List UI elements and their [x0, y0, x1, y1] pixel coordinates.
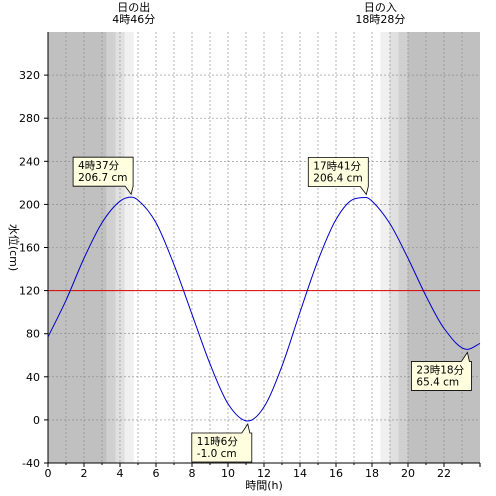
sunrise-title: 日の出 — [117, 0, 150, 14]
x-tick-label: 0 — [45, 467, 52, 480]
callout-time: 23時18分 — [416, 364, 464, 376]
y-tick-labels: -40 0 40 80 120 160 200 240 280 320 — [19, 69, 40, 470]
grid — [48, 32, 480, 463]
x-tick-label: 16 — [329, 467, 343, 480]
x-tick-labels: 0 2 4 6 8 10 12 14 16 18 20 22 — [45, 467, 452, 480]
y-tick-label: 320 — [19, 69, 40, 82]
y-tick-label: 80 — [26, 328, 40, 341]
tide-series-line — [47, 196, 481, 422]
axes — [44, 32, 481, 467]
callout-box — [72, 156, 134, 196]
x-tick-label: 22 — [437, 467, 451, 480]
y-tick-label: 200 — [19, 198, 40, 211]
y-tick-label: 40 — [26, 371, 40, 384]
callout-time: 17時41分 — [313, 161, 361, 173]
sunset-title: 日の入 — [364, 1, 397, 14]
sunset-time: 18時28分 — [355, 13, 405, 26]
callout-time: 4時37分 — [78, 160, 120, 172]
callout-box — [411, 351, 472, 391]
x-tick-label: 2 — [81, 467, 88, 480]
extremum-callout: 11時6分-1.0 cm — [191, 422, 253, 463]
callout-box — [307, 157, 369, 196]
y-tick-label: 120 — [19, 285, 40, 298]
x-tick-label: 6 — [153, 467, 160, 480]
sunrise-time: 4時46分 — [112, 13, 155, 26]
shading-band — [407, 32, 480, 463]
x-tick-label: 18 — [365, 467, 379, 480]
x-tick-label: 14 — [293, 467, 307, 480]
callout-level: -1.0 cm — [197, 448, 237, 460]
callout-level: 206.7 cm — [78, 172, 127, 184]
y-tick-label: 0 — [33, 414, 40, 427]
callout-level: 206.4 cm — [313, 173, 362, 185]
callout-time: 11時6分 — [197, 436, 239, 448]
y-tick-label: 160 — [19, 242, 40, 255]
y-tick-label: 240 — [19, 155, 40, 168]
x-tick-label: 12 — [257, 467, 271, 480]
x-axis-label: 時間(h) — [245, 479, 283, 492]
shading-band — [106, 32, 116, 463]
y-axis-label: 水位(cm) — [7, 224, 21, 271]
x-tick-label: 10 — [221, 467, 235, 480]
y-tick-label: 280 — [19, 112, 40, 125]
callout-box — [191, 422, 253, 463]
y-tick-label: -40 — [22, 457, 40, 470]
x-tick-label: 8 — [189, 467, 196, 480]
x-tick-label: 20 — [401, 467, 415, 480]
x-tick-label: 4 — [117, 467, 124, 480]
callout-level: 65.4 cm — [416, 376, 459, 388]
